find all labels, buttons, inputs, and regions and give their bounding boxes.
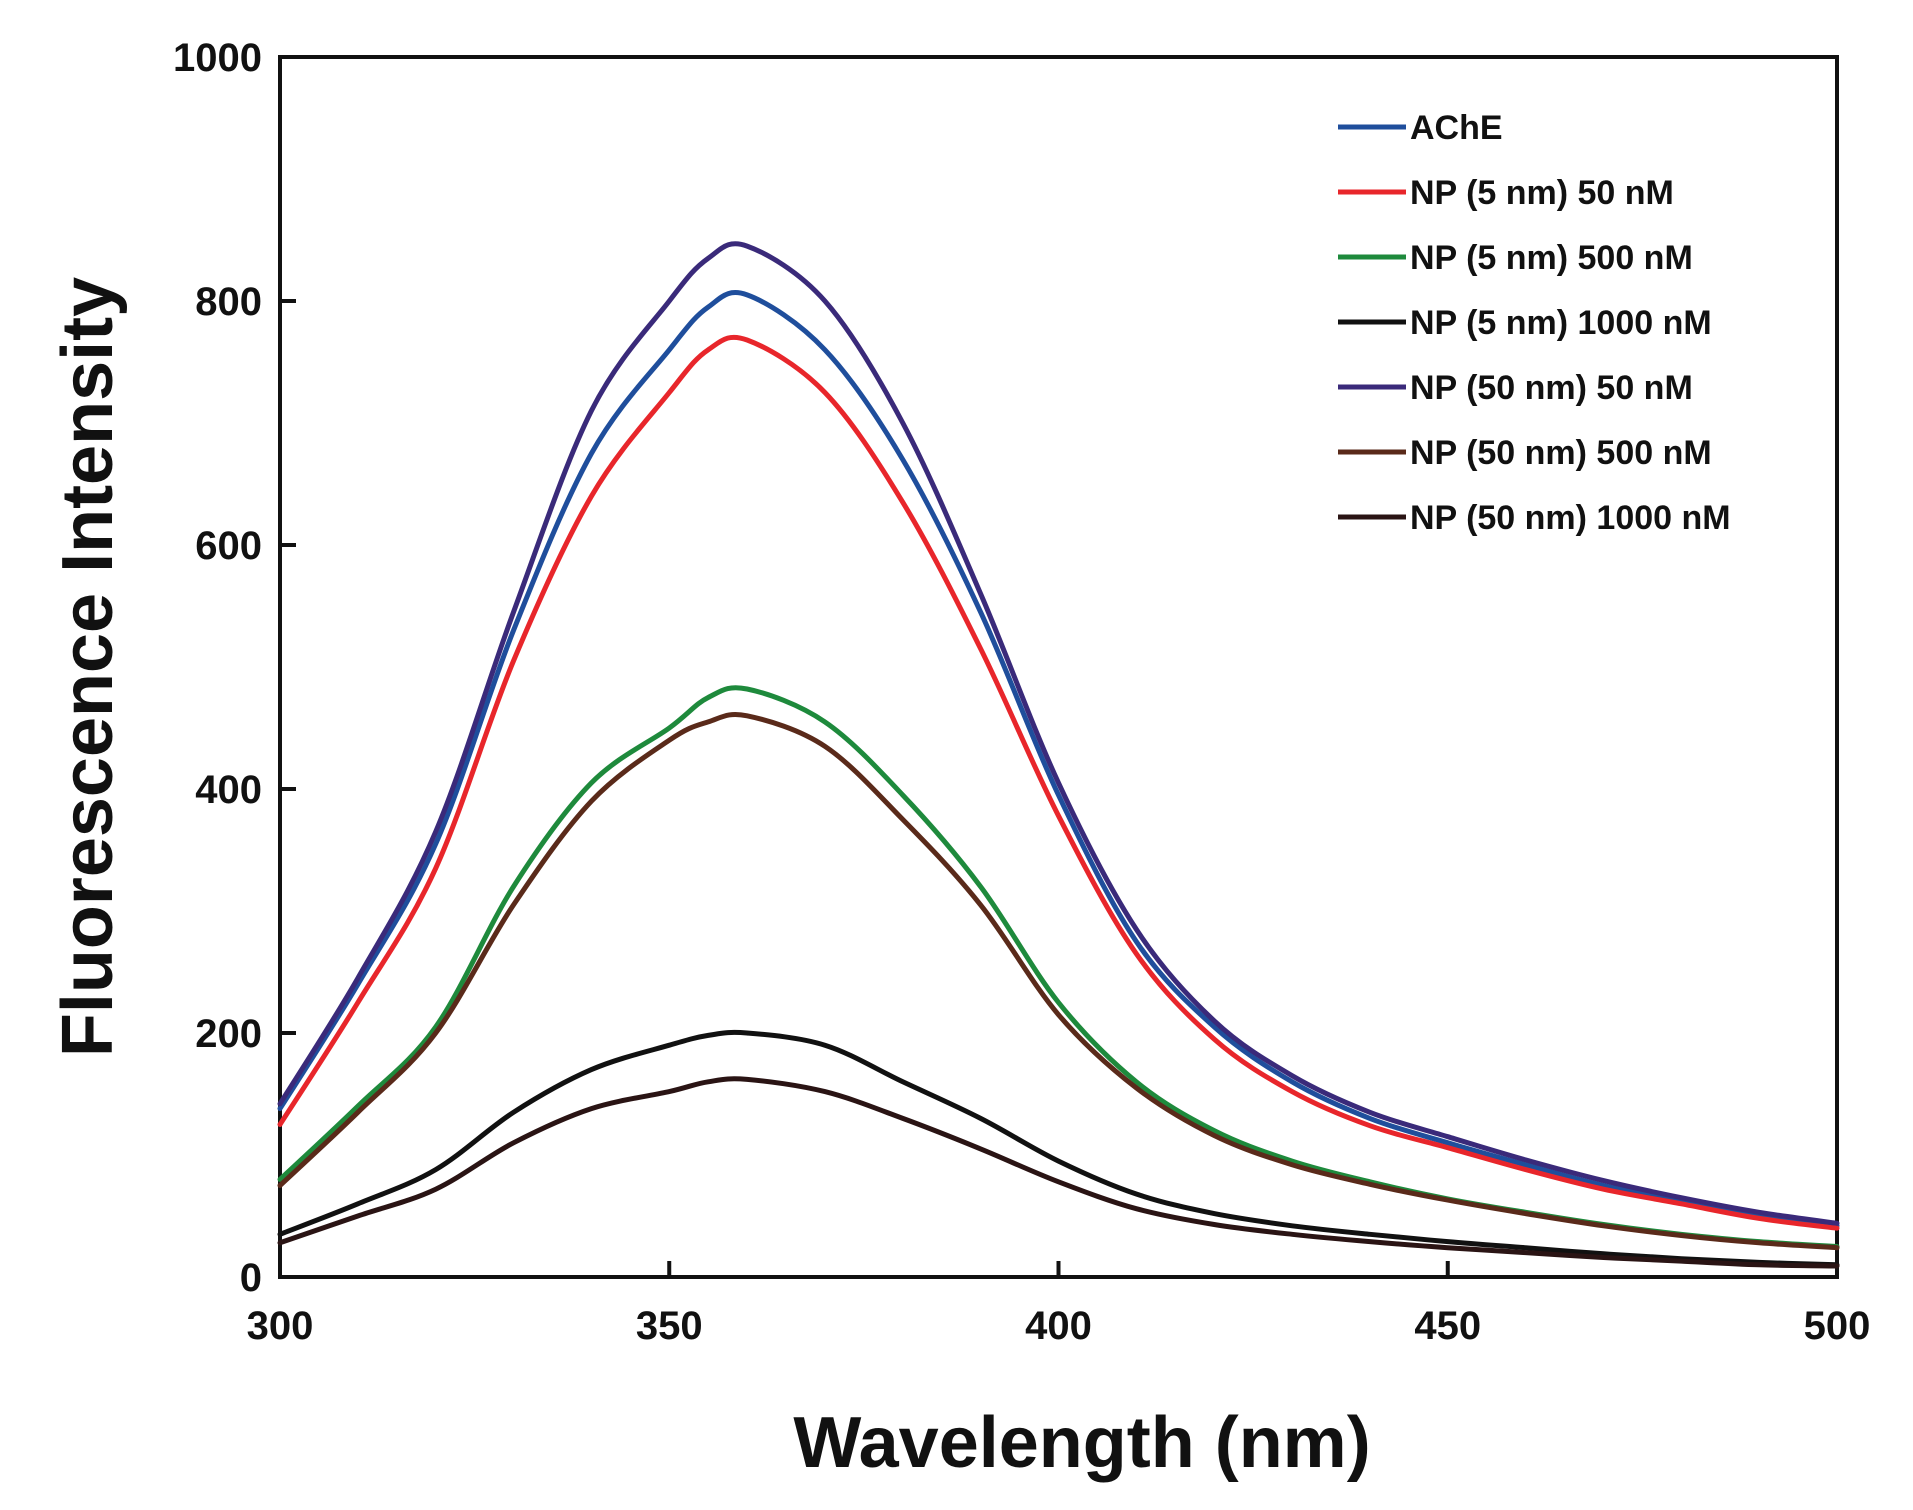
y-tick-label: 600 bbox=[195, 524, 262, 568]
series-line-4 bbox=[277, 1029, 1840, 1268]
x-tick-label: 500 bbox=[1804, 1304, 1871, 1348]
legend-label: NP (5 nm) 50 nM bbox=[1410, 174, 1674, 212]
legend-label: AChE bbox=[1410, 109, 1503, 147]
y-tick-label: 200 bbox=[195, 1012, 262, 1056]
series-line-1 bbox=[277, 290, 1840, 1229]
y-tick-label: 400 bbox=[195, 768, 262, 812]
y-axis-ticks: 0 200 400 600 800 1000 bbox=[173, 36, 296, 1300]
legend-label: NP (50 nm) 50 nM bbox=[1410, 369, 1693, 407]
y-tick-label: 0 bbox=[240, 1256, 262, 1300]
x-tick-label: 350 bbox=[636, 1304, 703, 1348]
series-line-7 bbox=[277, 1076, 1840, 1269]
x-tick-label: 300 bbox=[247, 1304, 314, 1348]
y-axis-title: Fluorescence Intensity bbox=[48, 277, 128, 1057]
series-line-2 bbox=[277, 334, 1840, 1231]
legend-label: NP (50 nm) 500 nM bbox=[1410, 434, 1712, 472]
series-line-6 bbox=[277, 711, 1840, 1251]
legend-label: NP (5 nm) 500 nM bbox=[1410, 239, 1693, 277]
legend-label: NP (50 nm) 1000 nM bbox=[1410, 499, 1731, 537]
y-tick-label: 1000 bbox=[173, 36, 262, 80]
x-axis-title: Wavelength (nm) bbox=[793, 1403, 1370, 1483]
series-line-5 bbox=[277, 241, 1840, 1226]
x-tick-label: 400 bbox=[1025, 1304, 1092, 1348]
y-tick-label: 800 bbox=[195, 280, 262, 324]
series-lines bbox=[277, 241, 1840, 1269]
x-axis-ticks: 300 350 400 450 500 bbox=[247, 1261, 1871, 1348]
x-tick-label: 450 bbox=[1414, 1304, 1481, 1348]
legend: AChE NP (5 nm) 50 nM NP (5 nm) 500 nM NP (5… bbox=[1338, 109, 1731, 537]
legend-label: NP (5 nm) 1000 nM bbox=[1410, 304, 1712, 342]
